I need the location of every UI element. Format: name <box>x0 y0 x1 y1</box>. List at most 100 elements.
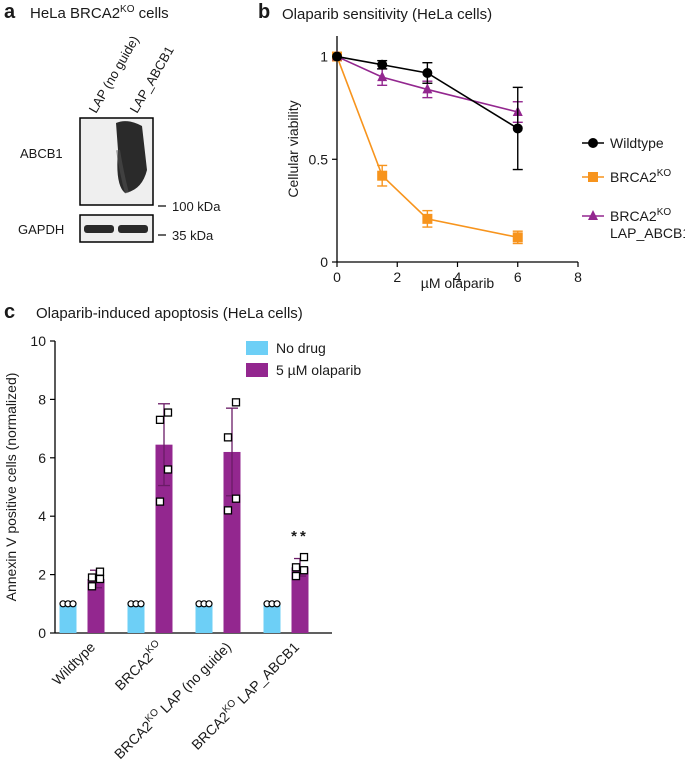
bar <box>127 603 145 633</box>
line-chart-title: Olaparib sensitivity (HeLa cells) <box>282 6 492 23</box>
legend-name: BRCA2 <box>610 208 657 224</box>
panel-b-label: b <box>258 1 270 23</box>
legend-marker <box>588 172 598 182</box>
series-line <box>336 56 518 239</box>
viability-line-chart: Olaparib sensitivity (HeLa cells) 0 2 4 6 8 0 0… <box>282 6 685 291</box>
bar-chart-title: Olaparib-induced apoptosis (HeLa cells) <box>36 305 303 322</box>
replicate-point <box>273 600 281 608</box>
category-label-1: Wildtype <box>49 639 98 688</box>
replicate-point <box>87 573 97 582</box>
legend-label-3: BRCA2KO <box>610 207 671 224</box>
legend-label-1: No drug <box>276 340 326 356</box>
data-point <box>512 232 523 243</box>
series-1 <box>332 51 523 171</box>
category-label-4: BRCA2KO LAP_ABCB1 <box>187 638 302 753</box>
data-point <box>512 123 523 134</box>
data-point <box>332 51 342 62</box>
data-point <box>377 71 388 82</box>
panel-c-label: c <box>4 301 15 323</box>
bar <box>263 603 281 633</box>
replicate-point <box>299 552 309 562</box>
replicate-point <box>163 408 173 417</box>
bar <box>195 603 213 633</box>
replicate-point <box>155 415 165 424</box>
legend-marker <box>588 210 598 220</box>
western-blot: LAP (no guide) LAP_ABCB1 ABCB1 100 kDa G… <box>18 33 221 243</box>
marker-35-label: 35 kDa <box>172 228 214 243</box>
x-tick-label: 8 <box>574 269 582 285</box>
y-axis-title: Cellular viability <box>285 100 301 197</box>
replicate-point <box>291 571 301 581</box>
legend-marker <box>588 138 598 148</box>
y-tick-label: 0 <box>320 254 328 270</box>
replicate-point <box>87 582 97 591</box>
y-tick-label: 4 <box>38 508 46 524</box>
legend-name: Wildtype <box>610 135 664 151</box>
x-tick-label: 0 <box>333 269 341 285</box>
replicate-point <box>95 567 105 576</box>
replicate-point <box>291 563 301 572</box>
category-tail: LAP_ABCB1 <box>231 639 302 710</box>
bar <box>59 603 77 633</box>
x-axis-title: µM olaparib <box>421 275 495 291</box>
replicate-point <box>231 398 241 407</box>
legend-label-2: 5 µM olaparib <box>276 362 361 378</box>
category-name: BRCA2 <box>111 717 155 761</box>
replicate-point <box>95 574 105 584</box>
marker-100-label: 100 kDa <box>172 199 221 214</box>
gapdh-band-2 <box>118 225 148 233</box>
legend-name: BRCA2 <box>610 169 657 185</box>
category-name: Wildtype <box>49 639 98 688</box>
bar <box>87 578 105 633</box>
x-tick-label: 2 <box>393 269 401 285</box>
abcb1-band-label: ABCB1 <box>20 146 63 161</box>
series-2 <box>332 51 523 245</box>
series-line <box>336 55 519 130</box>
replicate-point <box>69 600 77 608</box>
replicate-point <box>137 600 145 608</box>
category-name: BRCA2 <box>188 708 232 752</box>
bar <box>291 567 309 633</box>
bar-series-1 <box>59 600 281 633</box>
y-tick-label: 8 <box>38 391 46 407</box>
panel-a-label: a <box>4 1 16 23</box>
replicate-point <box>163 465 173 474</box>
category-label-2: BRCA2KO <box>111 638 166 693</box>
y-tick-label: 10 <box>30 333 46 349</box>
x-tick-label: 4 <box>454 269 462 285</box>
legend-name-sup: KO <box>657 168 672 179</box>
y-tick-label: 0.5 <box>309 151 329 167</box>
data-point <box>377 170 388 181</box>
data-point <box>422 83 433 94</box>
apoptosis-bar-chart: Olaparib-induced apoptosis (HeLa cells) 0… <box>3 305 361 762</box>
y-axis-title: Annexin V positive cells (normalized) <box>3 373 19 602</box>
panel-a-title: HeLa BRCA2KO cells <box>30 4 169 22</box>
bar-series-2 <box>87 398 309 633</box>
replicate-point <box>299 566 309 575</box>
category-name: BRCA2 <box>112 649 156 693</box>
replicate-point <box>155 497 165 506</box>
category-label-3: BRCA2KO LAP (no guide) <box>110 638 234 762</box>
replicate-point <box>205 600 213 608</box>
gapdh-band-label: GAPDH <box>18 222 64 237</box>
replicate-point <box>231 494 241 503</box>
y-tick-label: 1 <box>320 49 328 65</box>
y-tick-label: 2 <box>38 567 46 583</box>
significance-marker: ** <box>291 528 309 545</box>
legend-label-line2: LAP_ABCB1 <box>610 225 685 241</box>
replicate-point <box>223 506 233 515</box>
legend-name-sup: KO <box>657 207 672 218</box>
data-point <box>422 67 433 78</box>
y-tick-label: 0 <box>38 625 46 641</box>
replicate-point <box>223 433 233 442</box>
legend-swatch <box>246 341 268 355</box>
data-point <box>422 213 433 224</box>
data-point <box>377 59 388 70</box>
abcb1-smear <box>116 149 129 194</box>
gapdh-band-1 <box>84 225 114 233</box>
y-tick-label: 6 <box>38 450 46 466</box>
bar <box>155 444 173 633</box>
blot-lane-label-2: LAP_ABCB1 <box>127 44 177 116</box>
legend-label-2: BRCA2KO <box>610 168 671 185</box>
x-tick-label: 6 <box>514 269 522 285</box>
